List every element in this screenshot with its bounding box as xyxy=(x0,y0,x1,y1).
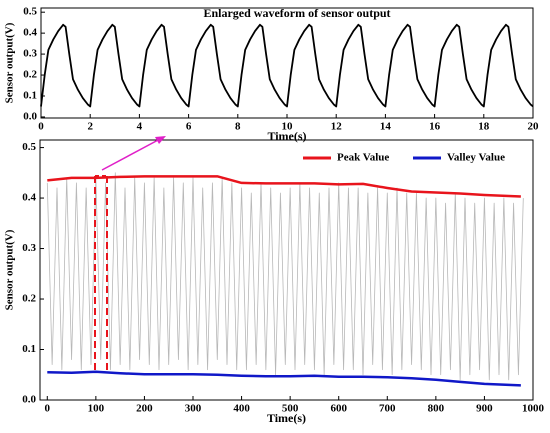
x-axis-label: Time(s) xyxy=(267,129,306,143)
x-tick-label: 10 xyxy=(282,121,294,133)
x-tick-label: 8 xyxy=(235,121,241,133)
y-tick-label: 0.4 xyxy=(22,192,36,204)
x-tick-label: 800 xyxy=(428,403,445,415)
legend-label: Peak Value xyxy=(337,152,389,164)
y-tick-label: 0.4 xyxy=(23,27,37,39)
x-tick-label: 500 xyxy=(282,403,299,415)
x-tick-label: 100 xyxy=(88,403,105,415)
x-tick-label: 300 xyxy=(185,403,202,415)
x-tick-label: 0 xyxy=(45,403,51,415)
chart-title: Enlarged waveform of sensor output xyxy=(203,6,390,20)
x-tick-label: 900 xyxy=(476,403,493,415)
x-tick-label: 2 xyxy=(87,121,93,133)
x-tick-label: 18 xyxy=(478,121,490,133)
y-tick-label: 0.3 xyxy=(23,48,37,60)
series-line xyxy=(46,172,524,381)
arrow xyxy=(101,138,161,171)
plot-frame xyxy=(39,139,534,401)
y-tick-label: 0.1 xyxy=(23,90,37,102)
y-tick-label: 0.2 xyxy=(23,69,37,81)
y-axis-label: Sensor output(V) xyxy=(4,229,16,310)
x-tick-label: 14 xyxy=(380,121,392,133)
legend-label: Valley Value xyxy=(447,152,505,164)
y-axis-label: Sensor output(V) xyxy=(4,22,16,103)
x-tick-label: 200 xyxy=(136,403,153,415)
x-tick-label: 16 xyxy=(429,121,441,133)
series-line xyxy=(40,23,534,108)
x-axis-label: Time(s) xyxy=(267,411,306,425)
plot: 0 100 200 300 400 500 600 700 800 900 1000 0.0 0.1 0.… xyxy=(4,139,545,425)
plot: 0 2 4 6 8 10 12 14 16 18 20 0.0 0.1 0.2 0.3 0.4 0.5 Enlar… xyxy=(4,6,539,143)
arrow-head xyxy=(155,136,166,144)
y-tick-label: 0.2 xyxy=(22,293,36,305)
annotation xyxy=(94,136,166,372)
y-tick-label: 0.1 xyxy=(22,343,36,355)
y-tick-label: 0.5 xyxy=(22,141,36,153)
y-tick-label: 0.3 xyxy=(22,242,36,254)
series-line xyxy=(47,175,521,198)
x-tick-label: 20 xyxy=(528,121,540,133)
series-line xyxy=(47,370,521,387)
y-tick-label: 0.5 xyxy=(23,6,37,18)
y-tick-label: 0.0 xyxy=(22,394,36,406)
x-tick-label: 0 xyxy=(38,121,44,133)
x-tick-label: 12 xyxy=(331,121,343,133)
x-tick-label: 1000 xyxy=(522,403,545,415)
x-tick-label: 6 xyxy=(186,121,192,133)
x-tick-label: 700 xyxy=(379,403,396,415)
x-tick-label: 400 xyxy=(233,403,250,415)
y-tick-label: 0.0 xyxy=(23,110,37,122)
x-tick-label: 4 xyxy=(137,121,143,133)
x-tick-label: 600 xyxy=(330,403,347,415)
